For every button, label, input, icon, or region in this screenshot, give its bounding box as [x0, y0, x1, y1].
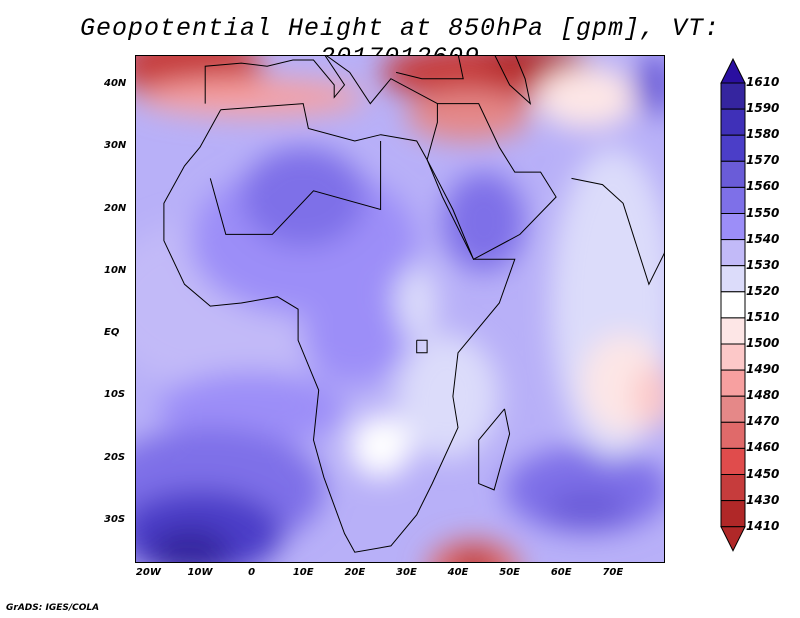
- colorbar-label: 1520: [746, 283, 780, 298]
- grads-credit: GrADS: IGES/COLA: [6, 603, 100, 613]
- colorbar-label: 1610: [746, 75, 780, 89]
- colorbar-label: 1540: [746, 231, 780, 246]
- arabia-coastline: [426, 103, 557, 261]
- colorbar-label: 1430: [746, 492, 780, 507]
- height-contour-region: [453, 552, 494, 563]
- height-contour-region: [349, 415, 412, 478]
- lat-label: 10N: [104, 264, 127, 276]
- colorbar-box: [720, 108, 746, 136]
- colorbar-box: [720, 369, 746, 397]
- lon-label: 10W: [187, 567, 213, 578]
- height-contour-region: [396, 265, 438, 341]
- height-contour-region: [138, 78, 366, 117]
- lon-label: 20E: [344, 567, 366, 578]
- lon-label: 0: [248, 567, 256, 578]
- colorbar-box: [720, 447, 746, 475]
- colorbar-bottom-arrow: [720, 526, 746, 552]
- geopotential-map: [135, 55, 665, 563]
- colorbar-label: 1490: [746, 362, 780, 377]
- height-contour-region: [148, 527, 231, 563]
- colorbar-box: [720, 239, 746, 267]
- lon-label: 10E: [292, 567, 314, 578]
- lat-label: EQ: [104, 327, 120, 339]
- colorbar-label: 1480: [746, 388, 780, 403]
- colorbar-label: 1450: [746, 466, 780, 481]
- colorbar-box: [720, 421, 746, 449]
- height-contour-region: [535, 66, 639, 129]
- colorbar-label: 1550: [746, 205, 780, 220]
- sahara-border: [209, 141, 382, 235]
- colorbar-label: 1560: [746, 179, 780, 194]
- india-coastline: [571, 177, 665, 286]
- lon-label: 70E: [602, 567, 624, 578]
- colorbar-label: 1460: [746, 440, 780, 455]
- colorbar-label: 1580: [746, 127, 780, 142]
- colorbar-box: [720, 213, 746, 241]
- colorbar-label: 1500: [746, 336, 780, 350]
- colorbar-label: 1590: [746, 101, 780, 116]
- black-sea: [395, 55, 464, 80]
- height-contour-region: [303, 284, 407, 384]
- height-contour-region: [545, 489, 629, 528]
- lat-label: 20N: [104, 202, 127, 214]
- colorbar-label: 1570: [746, 153, 780, 168]
- height-contour-region: [396, 334, 500, 459]
- height-contour-region: [428, 539, 519, 563]
- lat-label: 30S: [104, 514, 126, 525]
- colorbar-box: [720, 395, 746, 423]
- lon-label: 30E: [396, 567, 417, 578]
- colorbar-box: [720, 474, 746, 502]
- colorbar-label: 1530: [746, 257, 780, 272]
- height-contour-region: [442, 172, 526, 272]
- colorbar-label: 1510: [746, 309, 780, 324]
- colorbar: [720, 58, 746, 552]
- colorbar-box: [720, 186, 746, 214]
- lon-label: 40E: [447, 567, 469, 578]
- colorbar-box: [720, 343, 746, 371]
- colorbar-box: [720, 500, 746, 528]
- lat-label: 10S: [104, 389, 126, 401]
- lat-label: 30N: [104, 140, 127, 152]
- colorbar-label: 1470: [746, 414, 780, 429]
- colorbar-box: [720, 291, 746, 319]
- europe-coastline: [204, 55, 438, 105]
- height-contour-region: [241, 147, 366, 247]
- colorbar-box: [720, 160, 746, 188]
- colorbar-top-arrow: [720, 58, 746, 84]
- lake-victoria: [416, 339, 428, 354]
- height-contour-region: [633, 55, 665, 117]
- africa-coastline: [163, 103, 516, 553]
- map-frame: [135, 55, 665, 563]
- colorbar-box: [720, 317, 746, 345]
- lon-label: 20W: [135, 567, 161, 578]
- height-contour-region: [633, 365, 665, 428]
- madagascar-coastline: [478, 408, 511, 491]
- lon-label: 50E: [499, 567, 520, 578]
- colorbar-box: [720, 265, 746, 293]
- lat-label: 40N: [104, 77, 127, 89]
- lon-label: 60E: [550, 567, 572, 578]
- colorbar-box: [720, 82, 746, 110]
- caspian-sea: [494, 55, 532, 105]
- colorbar-box: [720, 134, 746, 162]
- height-contour-region: [158, 371, 345, 447]
- height-contour-region: [406, 91, 531, 141]
- lat-label: 20S: [104, 451, 126, 463]
- colorbar-label: 1410: [746, 518, 780, 533]
